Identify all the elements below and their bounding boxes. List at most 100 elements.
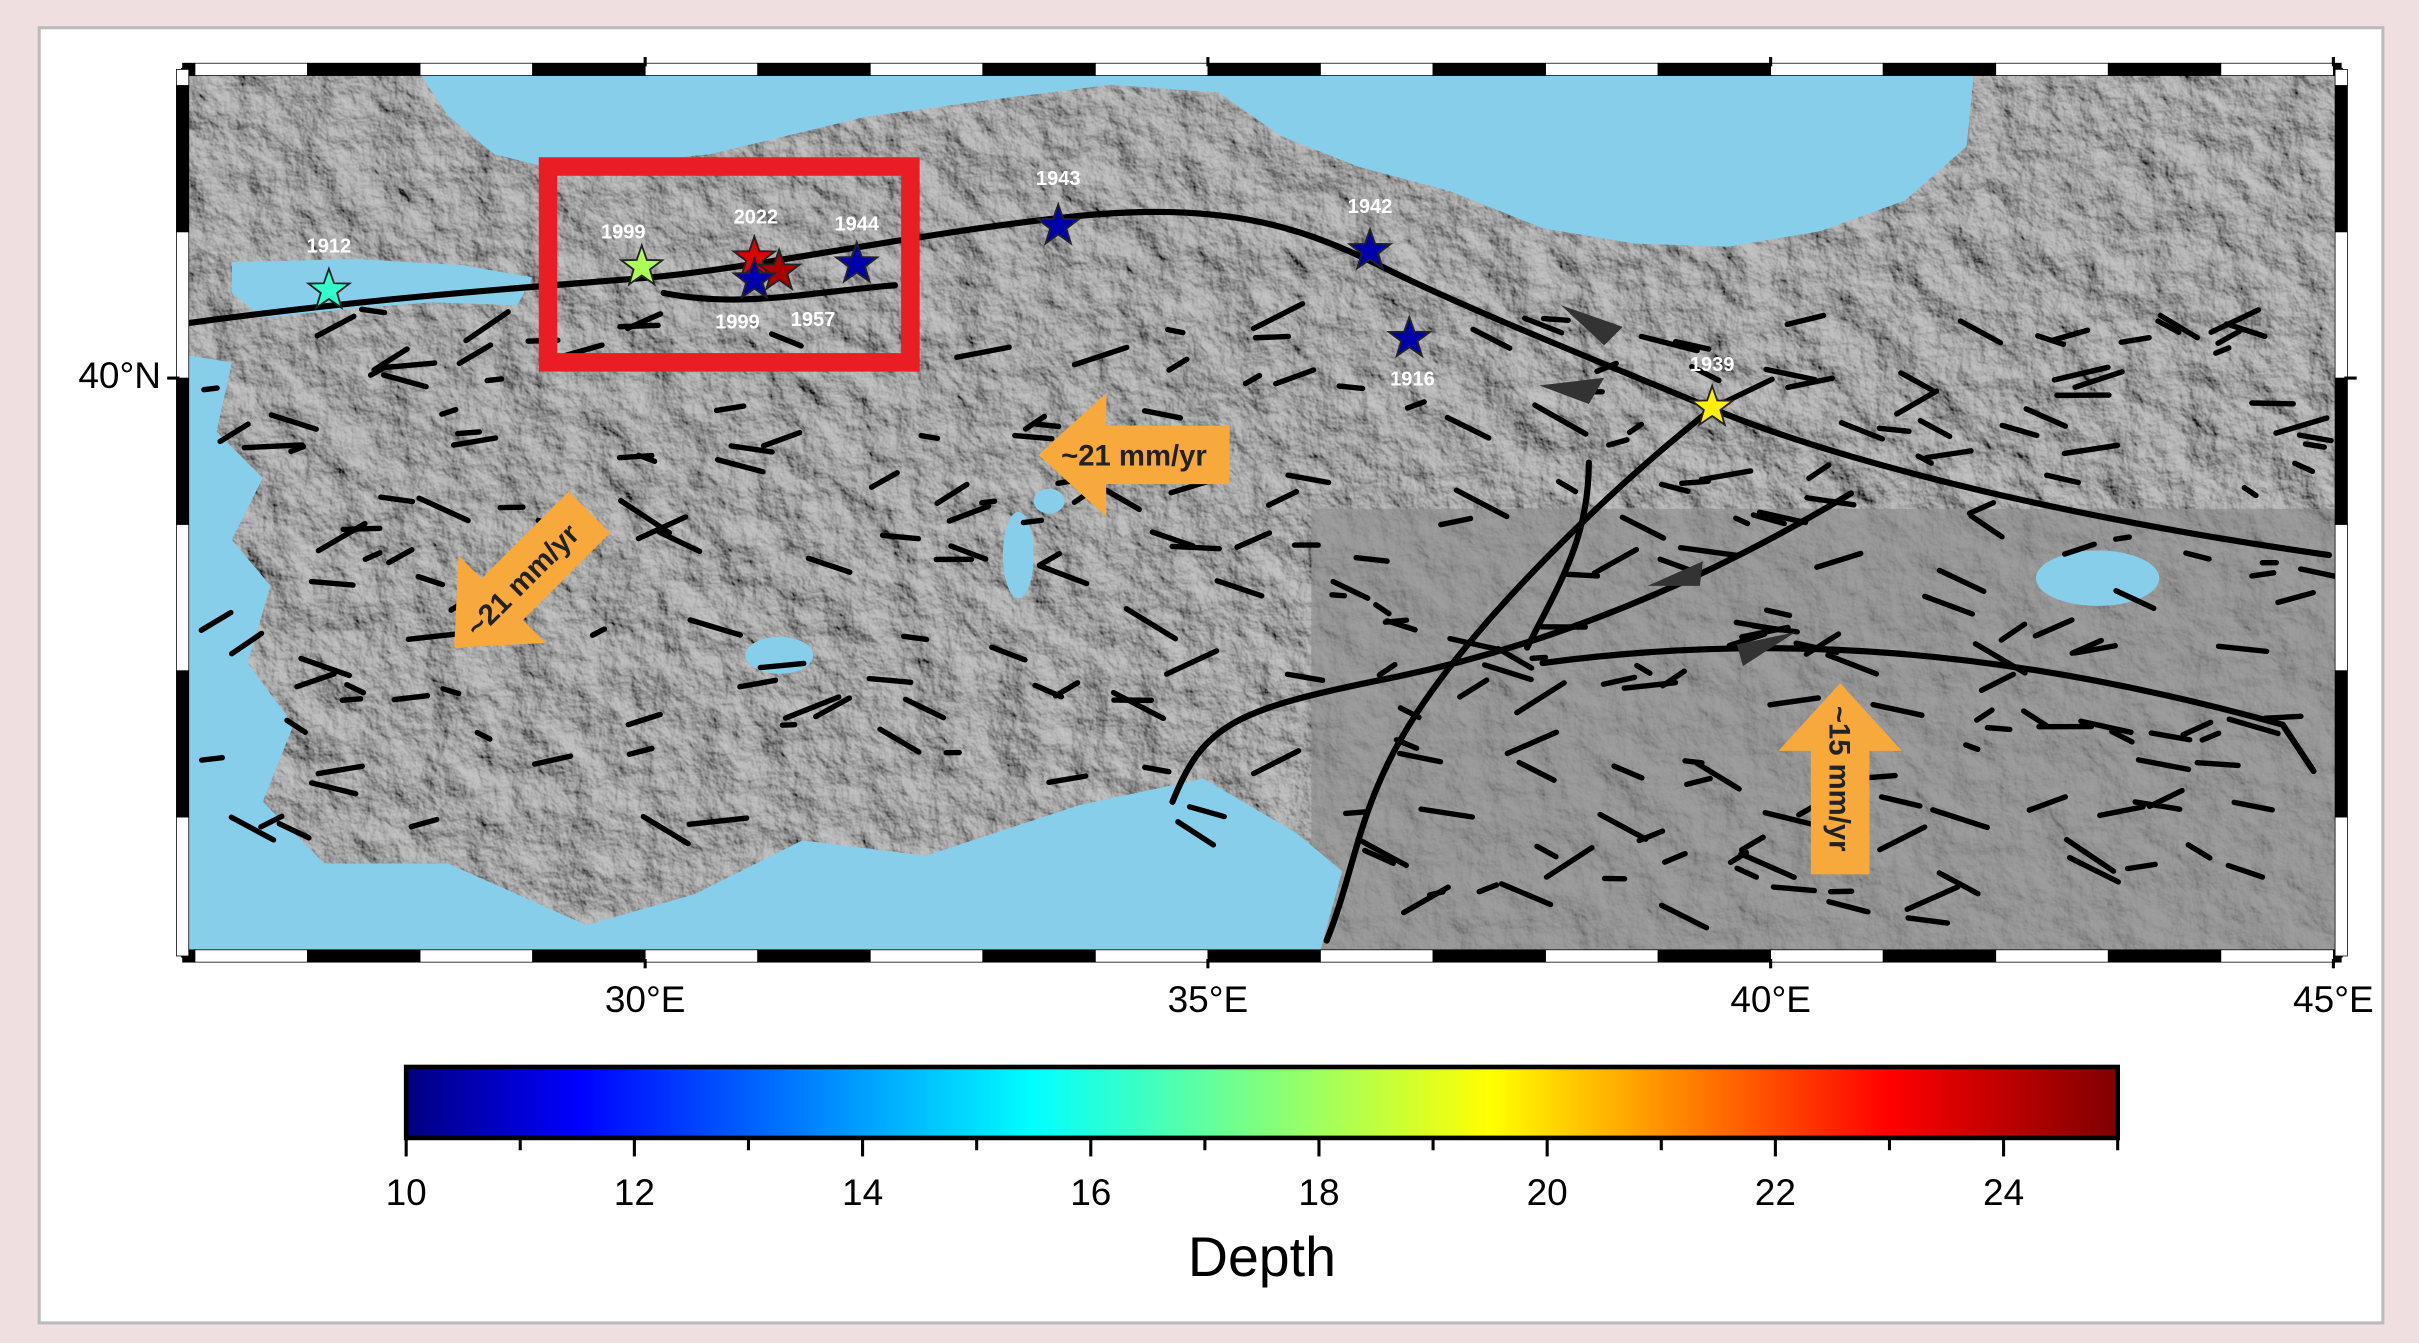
fault-segment (202, 758, 223, 760)
map-area (183, 69, 2348, 956)
x-tick-label: 30°E (605, 979, 686, 1020)
colorbar-tick-label: 10 (386, 1172, 427, 1213)
fault-segment (2252, 573, 2274, 576)
frame-segment (1883, 63, 1996, 75)
frame-segment (176, 232, 188, 378)
colorbar-tick-label: 18 (1298, 1172, 1339, 1213)
frame-segment (420, 950, 533, 962)
fault-segment (2197, 763, 2238, 766)
fault-segment (1356, 558, 1387, 561)
frame-segment (308, 63, 421, 75)
event-year: 1916 (1390, 369, 1435, 391)
event-year: 1999 (715, 312, 760, 334)
fault-segment (2116, 537, 2130, 539)
frame-segment (2108, 63, 2221, 75)
x-tick-label: 45°E (2293, 979, 2374, 1020)
fault-segment (1567, 574, 1597, 576)
frame-segment (176, 85, 188, 231)
event-year: 2022 (734, 206, 779, 228)
frame-segment (1320, 63, 1433, 75)
frame-segment (1433, 950, 1546, 962)
colorbar-tick-label: 24 (1983, 1172, 2024, 1213)
fault-segment (1036, 424, 1059, 426)
fault-segment (312, 582, 354, 586)
frame-segment (1996, 63, 2109, 75)
fault-segment (1773, 887, 1814, 890)
fault-segment (2265, 716, 2300, 718)
fault-segment (620, 456, 652, 458)
frame-segment (1658, 950, 1771, 962)
colorbar-tick-label: 22 (1755, 1172, 1796, 1213)
event-year: 1942 (1348, 196, 1393, 218)
frame-segment (2335, 85, 2347, 231)
fault-segment (1172, 546, 1219, 548)
fault-segment (782, 725, 794, 726)
fault-segment (362, 309, 385, 312)
frame-segment (2335, 524, 2347, 670)
fault-segment (2252, 403, 2293, 404)
fault-segment (1015, 436, 1052, 439)
fault-segment (342, 699, 360, 700)
frame-segment (1658, 63, 1771, 75)
fault-segment (1879, 428, 1909, 431)
fault-segment (1339, 386, 1362, 388)
fault-segment (458, 432, 480, 434)
frame-segment (1771, 63, 1884, 75)
fault-segment (921, 436, 937, 439)
frame-segment (195, 950, 308, 962)
fault-segment (1023, 520, 1041, 522)
frame-segment (176, 69, 188, 85)
frame-segment (420, 63, 533, 75)
event-year: 1943 (1036, 168, 1081, 190)
fault-segment (1987, 728, 2009, 730)
frame-segment (758, 63, 871, 75)
frame-segment (176, 378, 188, 524)
fault-segment (1685, 761, 1702, 763)
frame-segment (870, 950, 983, 962)
fault-segment (869, 679, 911, 683)
frame-segment (645, 63, 758, 75)
frame-segment (1433, 63, 1546, 75)
event-year: 1999 (601, 221, 646, 243)
x-tick-label: 35°E (1168, 979, 1249, 1020)
fault-segment (500, 507, 523, 508)
fault-segment (244, 445, 302, 448)
fault-segment (1532, 657, 1545, 658)
frame-segment (2335, 817, 2347, 956)
fault-segment (2305, 444, 2324, 447)
frame-segment (2335, 378, 2347, 524)
frame-segment (1996, 950, 2109, 962)
frame-segment (2335, 232, 2347, 378)
frame-segment (2335, 671, 2347, 817)
frame-segment (2221, 63, 2334, 75)
frame-segment (1095, 63, 1208, 75)
frame-segment (1208, 950, 1321, 962)
frame-segment (2221, 950, 2334, 962)
fault-segment (1168, 330, 1183, 333)
frame-segment (645, 950, 758, 962)
frame-segment (2108, 950, 2221, 962)
fault-segment (1255, 336, 1288, 337)
event-year: 1939 (1690, 354, 1735, 376)
frame-segment (176, 671, 188, 817)
event-year: 1944 (834, 214, 879, 236)
fault-segment (883, 535, 919, 538)
frame-segment (983, 950, 1096, 962)
rate-label: ~21 mm/yr (1061, 440, 1207, 473)
frame-segment (2335, 69, 2347, 85)
colorbar (406, 1067, 2118, 1138)
frame-segment (195, 63, 308, 75)
frame-segment (1883, 950, 1996, 962)
x-tick-label: 40°E (1730, 979, 1811, 1020)
fault-segment (904, 636, 927, 639)
colorbar-tick-label: 20 (1527, 1172, 1568, 1213)
colorbar-tick-label: 14 (842, 1172, 883, 1213)
figure: 1912199920221957199919441943194219161939… (0, 0, 2419, 1343)
frame-segment (1208, 63, 1321, 75)
fault-segment (1544, 319, 1569, 321)
colorbar-tick-label: 12 (614, 1172, 655, 1213)
frame-segment (533, 950, 646, 962)
frame-segment (533, 63, 646, 75)
frame-segment (758, 950, 871, 962)
event-year: 1957 (791, 309, 836, 331)
